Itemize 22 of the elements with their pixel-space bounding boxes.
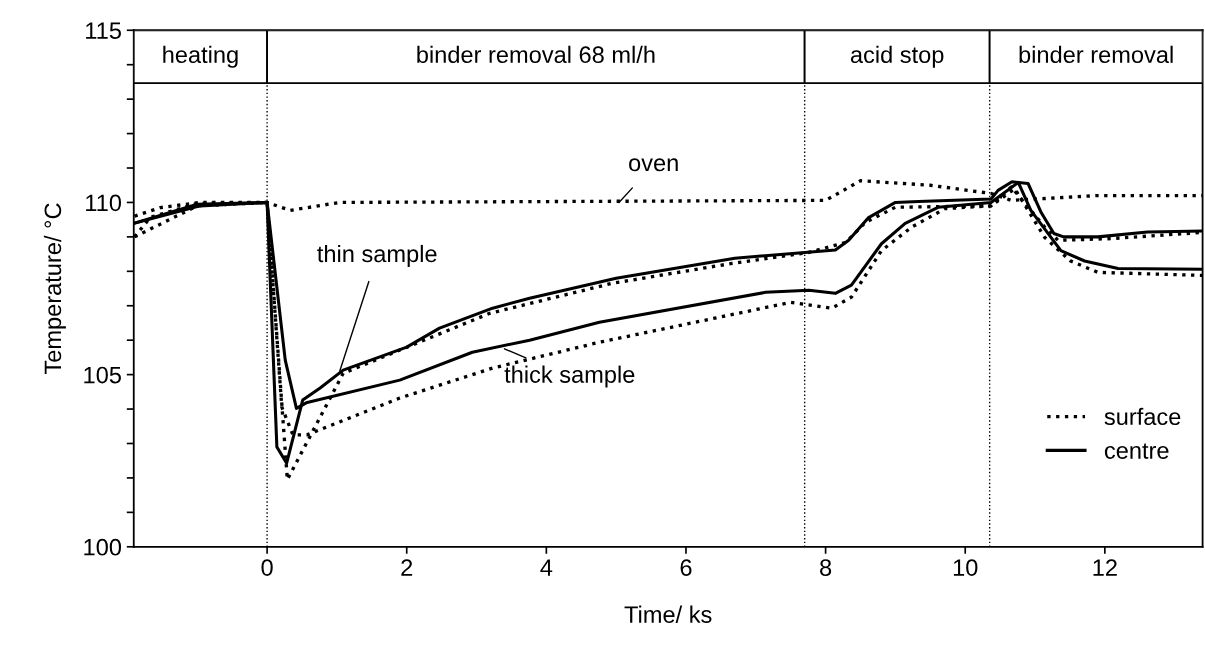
legend-label: centre [1104,443,1169,459]
y-tick-label: 105 [84,366,121,384]
x-tick-label: 12 [1093,559,1117,576]
band-label: acid stop [850,45,944,68]
annotation: thick sample [504,365,635,388]
band-label: heating [163,45,238,68]
x-tick-label: 6 [680,559,692,576]
x-axis-title: Time/ ks [624,605,712,623]
annotation: thin sample [317,244,437,267]
band-label: binder removal 68 ml/h [417,45,655,64]
x-tick-label: 2 [401,559,413,576]
x-tick-label: 8 [820,559,832,576]
band-label: binder removal [1019,45,1173,64]
y-tick-label: 115 [86,22,121,40]
legend-label: surface [1104,407,1181,426]
y-tick-label: 110 [86,194,122,212]
annotation: oven [629,158,678,172]
y-axis-title: Temperature/ °C [43,203,66,375]
x-tick-label: 10 [953,559,978,576]
x-tick-label: 4 [540,559,553,576]
x-tick-label: 0 [261,559,273,576]
y-tick-label: 100 [84,538,122,556]
